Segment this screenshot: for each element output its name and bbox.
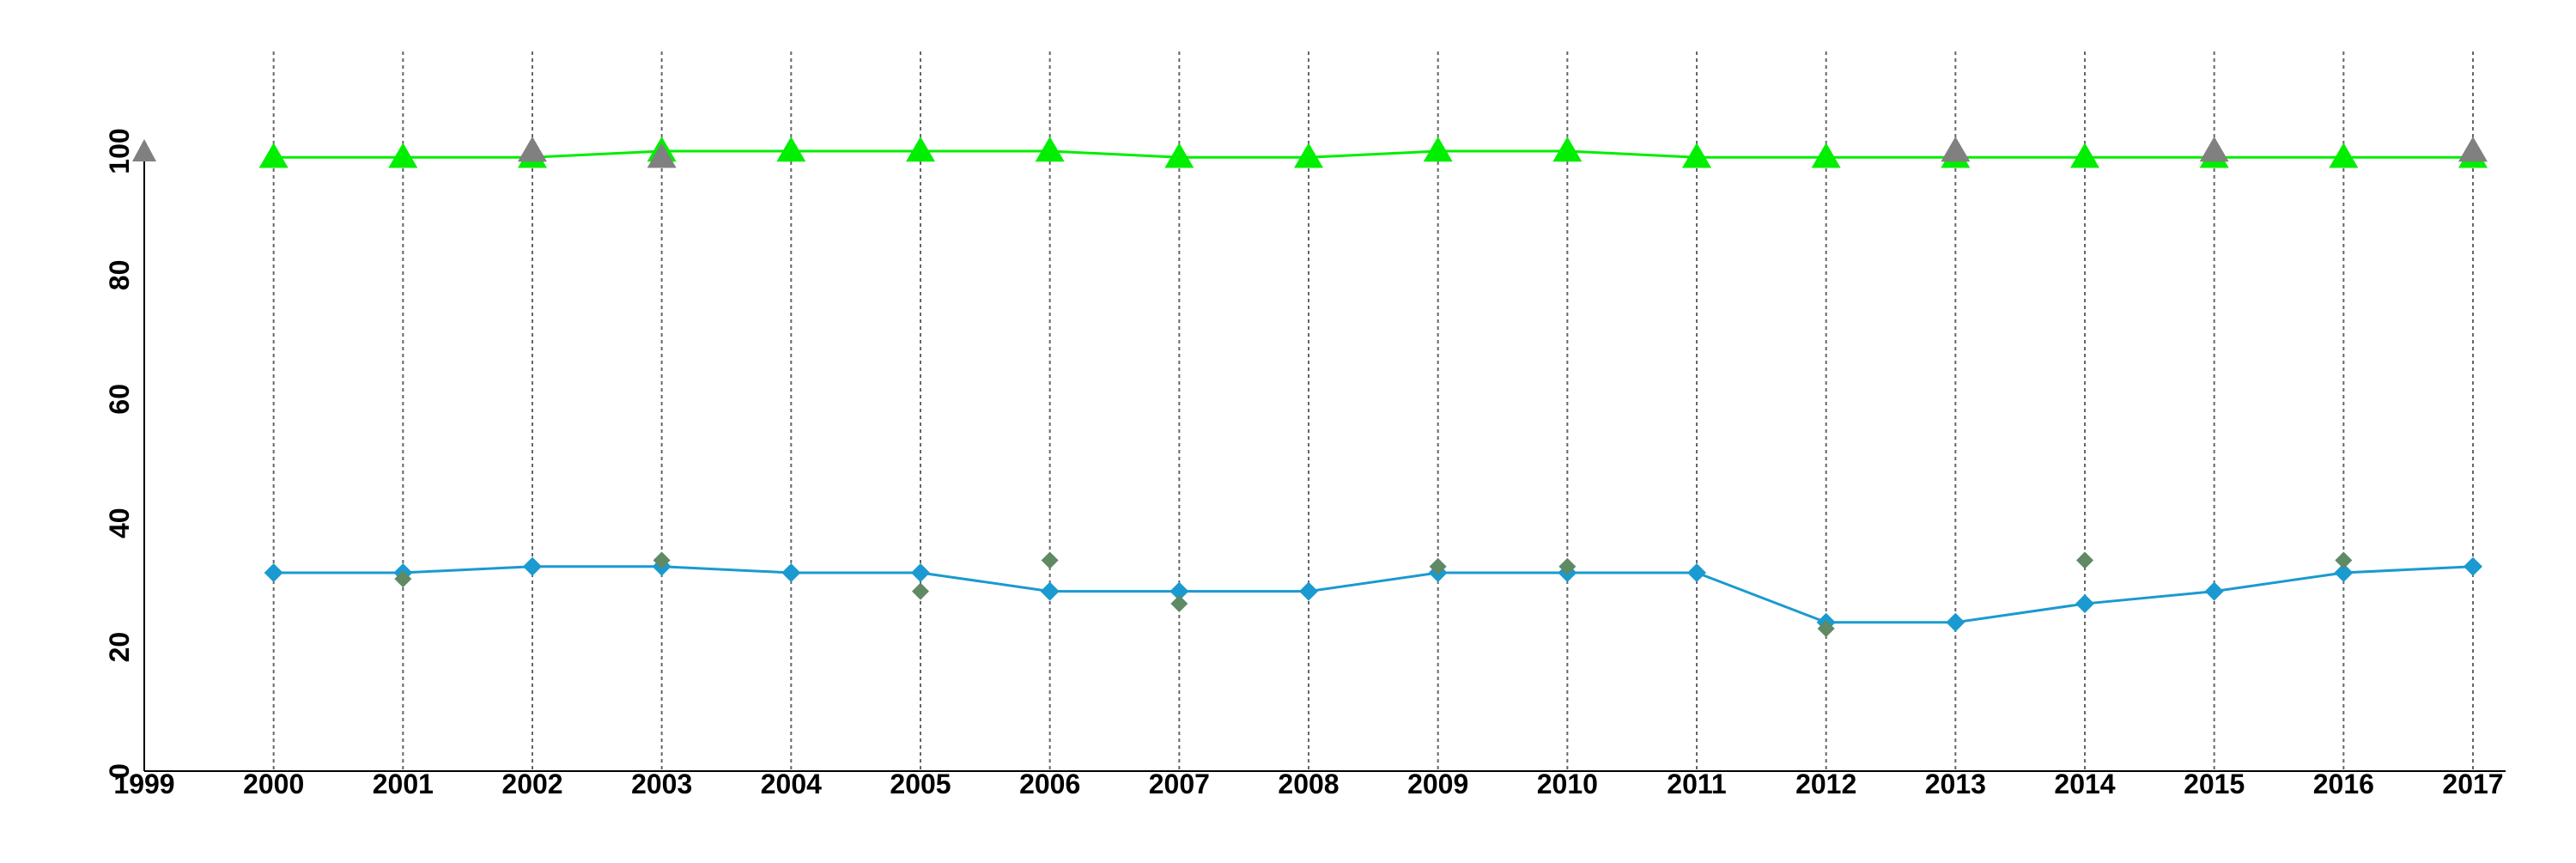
- x-tick-label: 2007: [1149, 769, 1210, 799]
- x-tick-label: 2011: [1667, 769, 1726, 799]
- triangle-marker: [1941, 137, 1971, 162]
- triangle-marker: [647, 143, 677, 168]
- data-series: [258, 137, 2488, 637]
- x-tick-label: 2010: [1537, 769, 1598, 799]
- triangle-marker: [2070, 143, 2099, 168]
- diamond-marker: [1040, 581, 1060, 601]
- diamond-marker: [653, 551, 671, 569]
- y-tick-label: 60: [104, 384, 135, 415]
- diamond-marker: [2075, 594, 2094, 614]
- diamond-marker: [2335, 551, 2353, 569]
- diamond-marker: [2076, 551, 2093, 569]
- triangle-marker: [258, 143, 289, 168]
- triangle-marker: [1294, 143, 1323, 168]
- triangle-marker: [1423, 137, 1453, 162]
- triangle-marker: [1035, 137, 1065, 162]
- diamond-marker: [1946, 612, 1965, 632]
- x-tick-label: 2016: [2313, 769, 2374, 799]
- triangle-marker: [2199, 137, 2229, 162]
- diamond-marker: [1170, 595, 1188, 613]
- diamond-marker: [1299, 581, 1318, 601]
- diamond-marker: [911, 562, 930, 582]
- x-tick-label: 2009: [1407, 769, 1468, 799]
- diamond-marker: [1041, 551, 1059, 569]
- diamond-marker: [1558, 557, 1577, 575]
- diamond-marker: [264, 562, 283, 582]
- triangle-marker: [2329, 143, 2359, 168]
- x-tick-label: 2001: [373, 769, 434, 799]
- triangle-marker: [1811, 143, 1841, 168]
- series-4: [394, 551, 2353, 637]
- series-line: [273, 149, 2473, 159]
- x-tick-label: 2003: [631, 769, 692, 799]
- diamond-marker: [1817, 619, 1835, 637]
- diamond-marker: [2204, 581, 2224, 601]
- series-2: [518, 137, 2488, 168]
- x-tick-label: 2012: [1795, 769, 1856, 799]
- tick-labels: 1999 2000 2001 2002 2003 2004 2005 2006 2007 2008…: [104, 128, 2504, 799]
- diamond-marker: [523, 556, 542, 576]
- diamond-marker: [2334, 562, 2354, 582]
- x-tick-label: 2002: [501, 769, 562, 799]
- x-tick-label: 2000: [243, 769, 304, 799]
- y-axis-arrow-icon: [132, 139, 156, 161]
- triangle-marker: [1164, 143, 1194, 168]
- series-3: [264, 556, 2482, 632]
- x-tick-label: 2008: [1278, 769, 1339, 799]
- series-1: [258, 137, 2488, 168]
- diamond-marker: [2464, 556, 2482, 576]
- x-tick-label: 2005: [890, 769, 951, 799]
- x-tick-label: 2014: [2054, 769, 2115, 799]
- grid-lines: [272, 52, 2474, 771]
- triangle-marker: [776, 137, 806, 162]
- x-tick-label: 2013: [1925, 769, 1986, 799]
- diamond-marker: [1687, 562, 1706, 582]
- x-tick-label: 2015: [2184, 769, 2245, 799]
- triangle-marker: [388, 143, 418, 168]
- triangle-marker: [1552, 137, 1583, 162]
- axes: [132, 139, 2506, 772]
- triangle-marker: [2458, 137, 2488, 162]
- x-tick-label: 2017: [2442, 769, 2503, 799]
- y-tick-label: 20: [104, 632, 135, 663]
- triangle-marker: [906, 137, 935, 162]
- y-tick-label: 40: [104, 507, 135, 538]
- triangle-marker: [518, 137, 547, 162]
- y-tick-label: 80: [104, 260, 135, 291]
- diamond-marker: [394, 570, 412, 588]
- triangle-marker: [1682, 143, 1711, 168]
- x-tick-label: 2006: [1019, 769, 1080, 799]
- diamond-marker: [1170, 581, 1189, 601]
- y-tick-label: 0: [104, 763, 135, 779]
- y-tick-label: 100: [104, 128, 135, 173]
- diamond-marker: [1429, 557, 1447, 575]
- series-line: [273, 565, 2474, 624]
- diamond-marker: [912, 582, 929, 600]
- diamond-marker: [781, 562, 801, 582]
- x-tick-label: 1999: [113, 769, 174, 799]
- x-tick-label: 2004: [761, 769, 822, 799]
